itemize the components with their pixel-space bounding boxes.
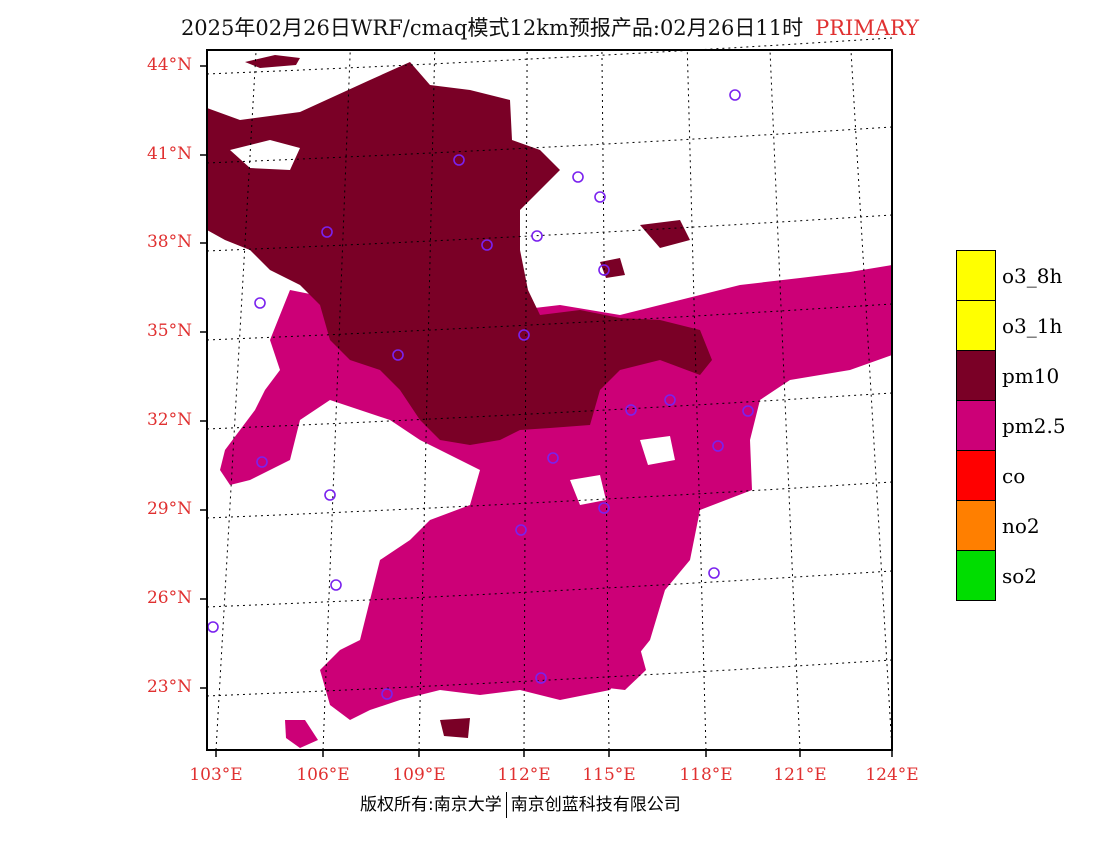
- longitude-gridline: [523, 49, 528, 751]
- station-marker-icon: [664, 394, 676, 406]
- station-marker-icon: [254, 297, 266, 309]
- latitude-gridline: [206, 392, 893, 430]
- legend-swatch: [956, 500, 996, 551]
- latitude-gridline: [206, 659, 893, 697]
- lon-label: 121°E: [773, 765, 827, 785]
- longitude-gridline: [418, 49, 436, 751]
- white-holes: [230, 140, 675, 505]
- station-marker-icon: [381, 688, 393, 700]
- lat-label: 41°N: [146, 144, 192, 164]
- legend-swatch: [956, 350, 996, 401]
- legend-label: pm10: [1002, 364, 1060, 388]
- station-markers: [207, 89, 754, 700]
- station-marker-icon: [515, 524, 527, 536]
- station-marker-icon: [535, 672, 547, 684]
- latitude-gridline: [206, 37, 893, 75]
- lat-label: 35°N: [146, 321, 192, 341]
- longitude-gridline: [322, 49, 351, 751]
- lon-label: 112°E: [497, 765, 551, 785]
- graticule: [206, 37, 893, 751]
- lon-label: 106°E: [296, 765, 350, 785]
- station-marker-icon: [729, 89, 741, 101]
- legend-label: o3_8h: [1002, 264, 1063, 288]
- latitude-gridline: [206, 214, 893, 252]
- lon-label: 115°E: [582, 765, 636, 785]
- legend-swatch: [956, 250, 996, 301]
- footer-separator: [505, 792, 507, 818]
- longitude-gridline: [850, 49, 893, 751]
- station-marker-icon: [712, 440, 724, 452]
- title-text: 2025年02月26日WRF/cmaq模式12km预报产品:02月26日11时: [180, 16, 804, 40]
- footer: 版权所有:南京大学 南京创蓝科技有限公司: [360, 790, 681, 818]
- station-marker-icon: [547, 452, 559, 464]
- primary-tag: PRIMARY: [815, 16, 920, 40]
- lat-label: 26°N: [146, 588, 192, 608]
- station-marker-icon: [594, 191, 606, 203]
- latitude-gridline: [206, 570, 893, 608]
- lat-label: 23°N: [146, 677, 192, 697]
- station-marker-icon: [531, 230, 543, 242]
- station-marker-icon: [321, 226, 333, 238]
- lon-label: 118°E: [679, 765, 733, 785]
- map-title: 2025年02月26日WRF/cmaq模式12km预报产品:02月26日11时 P…: [0, 12, 1100, 42]
- station-marker-icon: [708, 567, 720, 579]
- station-marker-icon: [481, 239, 493, 251]
- station-marker-icon: [598, 264, 610, 276]
- station-marker-icon: [453, 154, 465, 166]
- station-marker-icon: [392, 349, 404, 361]
- map-frame: [206, 49, 893, 751]
- longitude-gridline: [686, 49, 707, 751]
- latitude-gridline: [206, 481, 893, 519]
- legend-label: no2: [1002, 514, 1040, 538]
- latitude-gridline: [206, 126, 893, 164]
- station-marker-icon: [207, 621, 219, 633]
- lat-label: 32°N: [146, 410, 192, 430]
- legend-swatch: [956, 400, 996, 451]
- legend-label: o3_1h: [1002, 314, 1063, 338]
- longitude-gridline: [601, 49, 610, 751]
- copyright-text: 版权所有:南京大学: [360, 795, 502, 815]
- station-marker-icon: [598, 502, 610, 514]
- axis-ticks: [200, 65, 893, 757]
- lat-label: 44°N: [146, 55, 192, 75]
- station-marker-icon: [625, 404, 637, 416]
- lon-label: 124°E: [865, 765, 919, 785]
- lat-label: 38°N: [146, 232, 192, 252]
- lat-label: 29°N: [146, 499, 192, 519]
- legend-swatch: [956, 450, 996, 501]
- station-marker-icon: [572, 171, 584, 183]
- legend-label: so2: [1002, 564, 1038, 588]
- longitude-gridline: [769, 49, 801, 751]
- station-marker-icon: [742, 405, 754, 417]
- lon-label: 109°E: [392, 765, 446, 785]
- station-marker-icon: [256, 456, 268, 468]
- legend-swatch: [956, 300, 996, 351]
- pm25-area: [220, 265, 892, 748]
- station-marker-icon: [324, 489, 336, 501]
- station-marker-icon: [330, 579, 342, 591]
- company-text: 南京创蓝科技有限公司: [510, 795, 681, 815]
- latitude-gridline: [206, 303, 893, 341]
- legend-label: co: [1002, 464, 1026, 488]
- legend-label: pm2.5: [1002, 414, 1066, 438]
- station-marker-icon: [518, 329, 530, 341]
- legend-swatch: [956, 550, 996, 601]
- lon-label: 103°E: [189, 765, 243, 785]
